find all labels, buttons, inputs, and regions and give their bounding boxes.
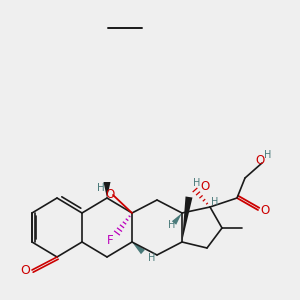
Polygon shape [103,182,110,198]
Polygon shape [172,213,182,225]
Text: F: F [107,233,113,247]
Text: H: H [264,150,272,160]
Text: O: O [105,188,115,200]
Text: O: O [200,181,210,194]
Text: O: O [255,154,265,166]
Text: O: O [260,203,270,217]
Text: O: O [20,263,30,277]
Polygon shape [182,196,193,242]
Text: H: H [193,178,201,188]
Polygon shape [132,242,145,254]
Text: H: H [168,220,176,230]
Text: H: H [97,183,105,193]
Text: H: H [211,197,219,207]
Text: H: H [148,253,155,263]
